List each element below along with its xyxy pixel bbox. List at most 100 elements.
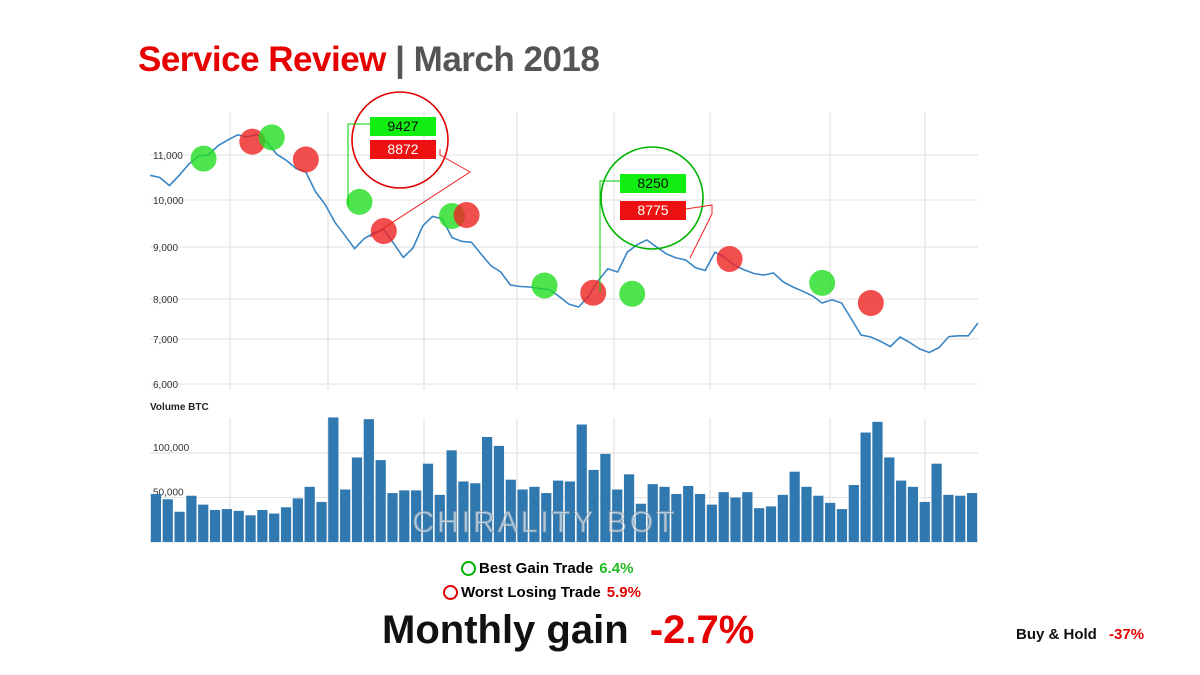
volume-bar	[470, 483, 481, 542]
callout-buy-value: 8250	[637, 175, 668, 191]
callout-buy-value: 9427	[387, 118, 418, 134]
callout-sell-box	[370, 140, 436, 159]
legend-best-label: Best Gain Trade	[479, 560, 594, 577]
volume-bar	[517, 489, 528, 542]
volume-tick-label: 50,000	[153, 488, 184, 499]
volume-bar	[919, 501, 930, 542]
volume-bar	[328, 417, 339, 542]
loss-trade-marker	[716, 245, 743, 272]
volume-bar	[683, 485, 694, 542]
volume-bar	[576, 424, 587, 542]
callout-buy-box	[370, 117, 436, 136]
volume-bars	[150, 417, 978, 542]
price-tick-label: 8,000	[153, 295, 178, 306]
price-axis-labels: 6,000 7,000 8,000 9,000 10,000 11,000	[153, 151, 184, 391]
volume-bar	[931, 463, 942, 542]
volume-bar	[564, 481, 576, 542]
volume-bar	[434, 494, 445, 542]
volume-bar	[269, 513, 280, 542]
watermark: CHIRALITY BOT	[412, 506, 677, 539]
legend-best-value: 6.4%	[599, 560, 634, 577]
loss-trade-marker	[580, 279, 607, 306]
volume-bar	[765, 506, 777, 542]
loss-trade-marker	[453, 202, 480, 229]
gain-trade-marker	[346, 188, 373, 215]
monthly-gain: Monthly gain -2.7%	[382, 608, 754, 653]
price-tick-label: 9,000	[153, 243, 178, 254]
volume-bar	[174, 511, 185, 542]
volume-bar	[245, 515, 256, 542]
loss-trade-marker	[239, 128, 266, 155]
volume-bar	[482, 436, 493, 542]
title-main: Service Review	[138, 40, 386, 79]
volume-bar	[872, 421, 883, 542]
title-period: March 2018	[413, 40, 600, 79]
volume-bar	[754, 508, 765, 542]
volume-bar	[150, 493, 162, 542]
callout-sell-value: 8872	[387, 141, 418, 157]
volume-bar	[209, 509, 221, 542]
volume-bar	[280, 507, 292, 542]
volume-bar	[340, 489, 351, 542]
volume-bar	[801, 486, 812, 542]
volume-bar	[162, 499, 173, 542]
volume-bar	[777, 494, 788, 542]
volume-bar	[458, 481, 469, 542]
price-line	[149, 133, 979, 354]
volume-bar	[907, 486, 919, 542]
volume-bar	[706, 504, 717, 542]
callout-sell-leader	[369, 149, 471, 238]
volume-bar	[529, 486, 540, 542]
monthly-gain-label: Monthly gain	[382, 608, 629, 652]
price-tick-label: 6,000	[153, 380, 178, 391]
price-tick-label: 7,000	[153, 335, 178, 346]
loss-trade-marker	[292, 146, 319, 173]
volume-bar	[789, 471, 800, 542]
volume-bar	[351, 457, 363, 542]
buy-hold-label: Buy & Hold	[1016, 626, 1097, 643]
buy-hold-value: -37%	[1109, 626, 1145, 643]
loss-trade-marker	[857, 290, 884, 316]
callout-ring	[351, 91, 449, 189]
callout-sell-value: 8775	[637, 202, 668, 218]
callout-sell-leader	[685, 204, 713, 259]
legend-worst-label: Worst Losing Trade	[461, 584, 601, 601]
volume-bar	[612, 489, 623, 542]
loss-trade-marker	[370, 218, 397, 245]
volume-bar	[446, 450, 457, 542]
volume-bar	[233, 510, 244, 542]
volume-bar	[221, 509, 232, 542]
volume-axis-title: Volume BTC	[150, 402, 209, 413]
volume-bar	[411, 490, 422, 542]
monthly-gain-value: -2.7%	[649, 608, 755, 652]
gain-trade-marker	[619, 280, 646, 307]
volume-tick-label: 100,000	[153, 443, 190, 454]
volume-bar	[375, 460, 386, 542]
callout-ring	[600, 146, 704, 250]
volume-bar	[647, 484, 658, 542]
volume-bar	[659, 486, 670, 542]
volume-bar	[493, 445, 505, 542]
volume-bar	[292, 498, 303, 542]
volume-bar	[896, 480, 907, 542]
chart-area	[138, 112, 986, 553]
volume-bar	[813, 495, 824, 542]
red-circle-icon	[443, 585, 458, 600]
volume-bar	[671, 493, 682, 542]
volume-bar	[600, 453, 611, 542]
volume-bar	[363, 419, 374, 542]
volume-bar	[422, 463, 434, 542]
volume-bar	[884, 457, 895, 542]
volume-bar	[541, 493, 552, 542]
volume-bar	[848, 485, 859, 542]
volume-bar	[742, 492, 753, 542]
price-tick-label: 10,000	[153, 196, 184, 207]
volume-bar	[836, 509, 848, 542]
volume-bar	[505, 479, 516, 542]
page-title: Service Review | March 2018	[138, 40, 600, 80]
legend-best-gain: Best Gain Trade 6.4%	[461, 560, 633, 577]
volume-bar	[943, 494, 954, 542]
buy-hold: Buy & Hold -37%	[1016, 626, 1144, 643]
volume-bar	[588, 469, 599, 542]
